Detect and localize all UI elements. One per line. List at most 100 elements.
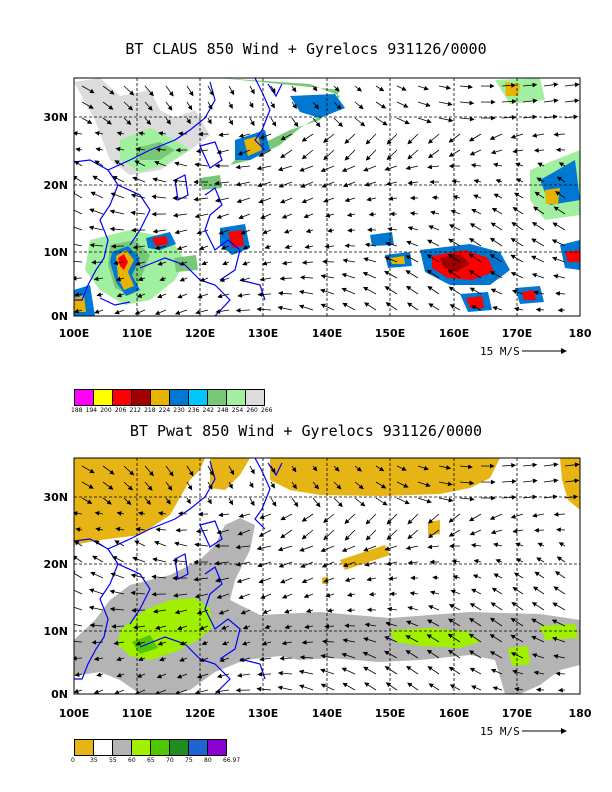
wind-vector: [469, 617, 482, 627]
wind-vector: [438, 101, 453, 107]
x-tick: 160E: [439, 327, 469, 340]
wind-vector: [135, 526, 146, 532]
wind-vector: [405, 545, 419, 551]
wind-vector: [256, 545, 272, 551]
x-tick: 110E: [122, 707, 152, 720]
wind-vector: [194, 162, 209, 168]
wind-vector: [321, 639, 335, 644]
wind-vector: [301, 640, 314, 645]
wind-vector: [132, 244, 146, 250]
wind-vector: [111, 624, 125, 629]
wind-vector: [490, 602, 503, 611]
wind-vector: [448, 238, 461, 247]
wind-vector: [74, 606, 83, 611]
wind-vector: [165, 481, 173, 491]
wind-vector: [448, 224, 461, 231]
wind-vector: [158, 511, 167, 516]
wind-vectors: [74, 462, 580, 694]
wind-vector: [214, 560, 230, 566]
wind-vector: [531, 133, 545, 138]
wind-vector: [407, 302, 419, 311]
wind-vector: [490, 222, 503, 231]
wind-vector: [426, 254, 440, 263]
wind-vector: [242, 260, 251, 266]
wind-vector: [384, 286, 398, 295]
wind-vector: [531, 273, 545, 279]
top-legend-label: 266: [261, 407, 273, 414]
wind-vector: [89, 208, 104, 215]
wind-vector: [135, 641, 146, 646]
wind-vector: [354, 497, 366, 507]
wind-vector: [375, 497, 388, 506]
wind-vector: [320, 545, 335, 552]
wind-vector: [470, 542, 482, 548]
wind-vector: [490, 668, 503, 675]
wind-vector: [300, 181, 314, 188]
wind-vector: [291, 85, 297, 93]
wind-vector: [144, 117, 152, 126]
top-legend-label: 218: [144, 407, 156, 414]
wind-vector: [429, 590, 440, 596]
wind-vector: [396, 481, 409, 488]
wind-vector: [543, 462, 559, 468]
wind-vector: [469, 603, 482, 611]
wind-vector: [238, 593, 251, 600]
wind-vector: [197, 293, 209, 299]
top-legend-swatch: [112, 389, 132, 406]
y-tick: 0N: [51, 310, 68, 323]
wind-vector: [132, 176, 146, 183]
bottom-legend-swatch: [150, 739, 170, 756]
wind-vector: [510, 652, 524, 659]
wind-vector: [552, 636, 566, 643]
wind-vector: [240, 229, 251, 235]
wind-vector: [248, 481, 254, 489]
wind-vector: [144, 497, 152, 505]
wind-vector: [235, 544, 251, 550]
wind-vector: [386, 529, 398, 541]
wind-vector: [90, 191, 104, 199]
wind-vector: [114, 540, 125, 547]
top-legend-swatch: [169, 389, 189, 406]
wind-vector: [468, 253, 482, 263]
wind-vector: [354, 101, 364, 110]
wind-vector: [179, 657, 188, 662]
wind-vector: [407, 560, 419, 566]
wind-vector: [303, 213, 314, 219]
x-tick: 170E: [502, 707, 532, 720]
wind-vector: [165, 85, 174, 97]
wind-vector: [102, 117, 112, 125]
x-tick: 180: [569, 707, 592, 720]
wind-vector: [90, 571, 104, 579]
wind-vector: [144, 481, 153, 491]
wind-vector: [257, 561, 272, 568]
wind-vector: [194, 213, 209, 219]
wind-vector: [228, 497, 233, 506]
wind-vector: [469, 133, 482, 142]
wind-vector: [196, 673, 209, 679]
wind-vector: [144, 85, 154, 97]
wind-vector: [495, 179, 503, 184]
wind-vector: [405, 270, 419, 279]
wind-vector: [102, 101, 114, 110]
wind-vector: [186, 101, 193, 111]
wind-vector: [333, 85, 340, 92]
wind-vector: [354, 85, 362, 92]
wind-vector: [123, 481, 133, 491]
wind-vector: [387, 226, 398, 232]
wind-vector: [427, 666, 440, 675]
bottom-legend-swatch: [74, 739, 94, 756]
wind-vector: [242, 244, 251, 250]
wind-vector: [515, 178, 524, 183]
wind-vector: [158, 131, 167, 136]
wind-vector: [320, 288, 335, 295]
wind-vector: [417, 101, 431, 107]
wind-vector: [113, 260, 125, 266]
wind-vector: [199, 277, 209, 282]
wind-vectors: [74, 82, 580, 315]
wind-vector: [110, 572, 125, 579]
wind-vector: [215, 688, 230, 694]
wind-vector: [109, 209, 125, 215]
wind-vector: [194, 689, 209, 694]
wind-vector: [207, 497, 212, 505]
wind-vector: [564, 478, 580, 484]
